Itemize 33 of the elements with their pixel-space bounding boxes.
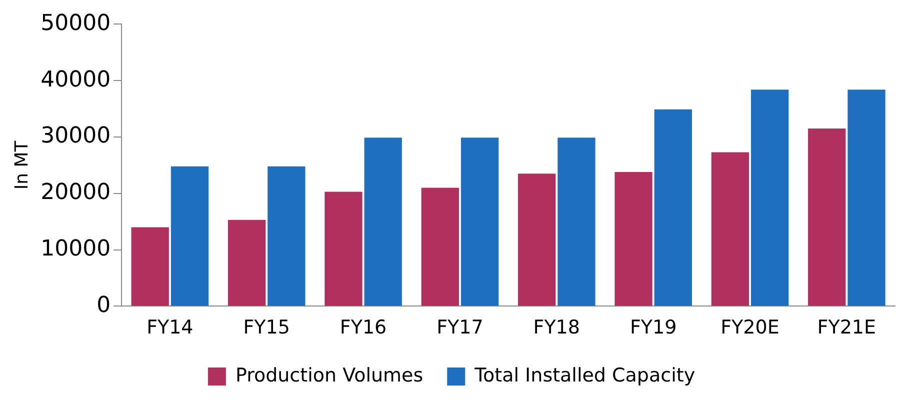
x-tick-label: FY20E: [720, 316, 780, 339]
x-tick-label: FY17: [436, 316, 484, 339]
legend-label: Production Volumes: [235, 364, 424, 386]
bar: [131, 227, 169, 306]
y-tick-label: 0: [96, 292, 111, 318]
x-tick-label: FY15: [243, 316, 290, 339]
y-tick-label: 30000: [40, 124, 111, 149]
bar: [558, 138, 596, 306]
bar: [170, 166, 209, 306]
bar: [848, 90, 886, 306]
x-tick-label: FY16: [340, 316, 387, 339]
bar: [518, 174, 556, 306]
x-tick-label: FY14: [146, 316, 194, 339]
bar: [460, 138, 499, 306]
bar: [268, 166, 306, 306]
x-tick-label: FY21E: [817, 316, 876, 339]
bar: [750, 90, 789, 306]
bar: [364, 138, 402, 306]
x-tick-label: FY19: [630, 316, 677, 339]
bar: [228, 220, 266, 306]
bar: [614, 172, 652, 306]
bar: [654, 109, 692, 306]
y-tick-label: 40000: [40, 67, 111, 92]
bar: [711, 152, 749, 306]
y-tick-label: 20000: [40, 180, 111, 206]
y-tick-label: 50000: [40, 10, 111, 36]
bar: [421, 188, 459, 306]
y-axis-title: In MT: [11, 140, 32, 190]
bar: [324, 192, 362, 306]
bar: [808, 128, 846, 306]
y-tick-label: 10000: [40, 236, 111, 262]
x-tick-label: FY18: [533, 316, 580, 339]
legend-label: Total Installed Capacity: [474, 364, 696, 386]
